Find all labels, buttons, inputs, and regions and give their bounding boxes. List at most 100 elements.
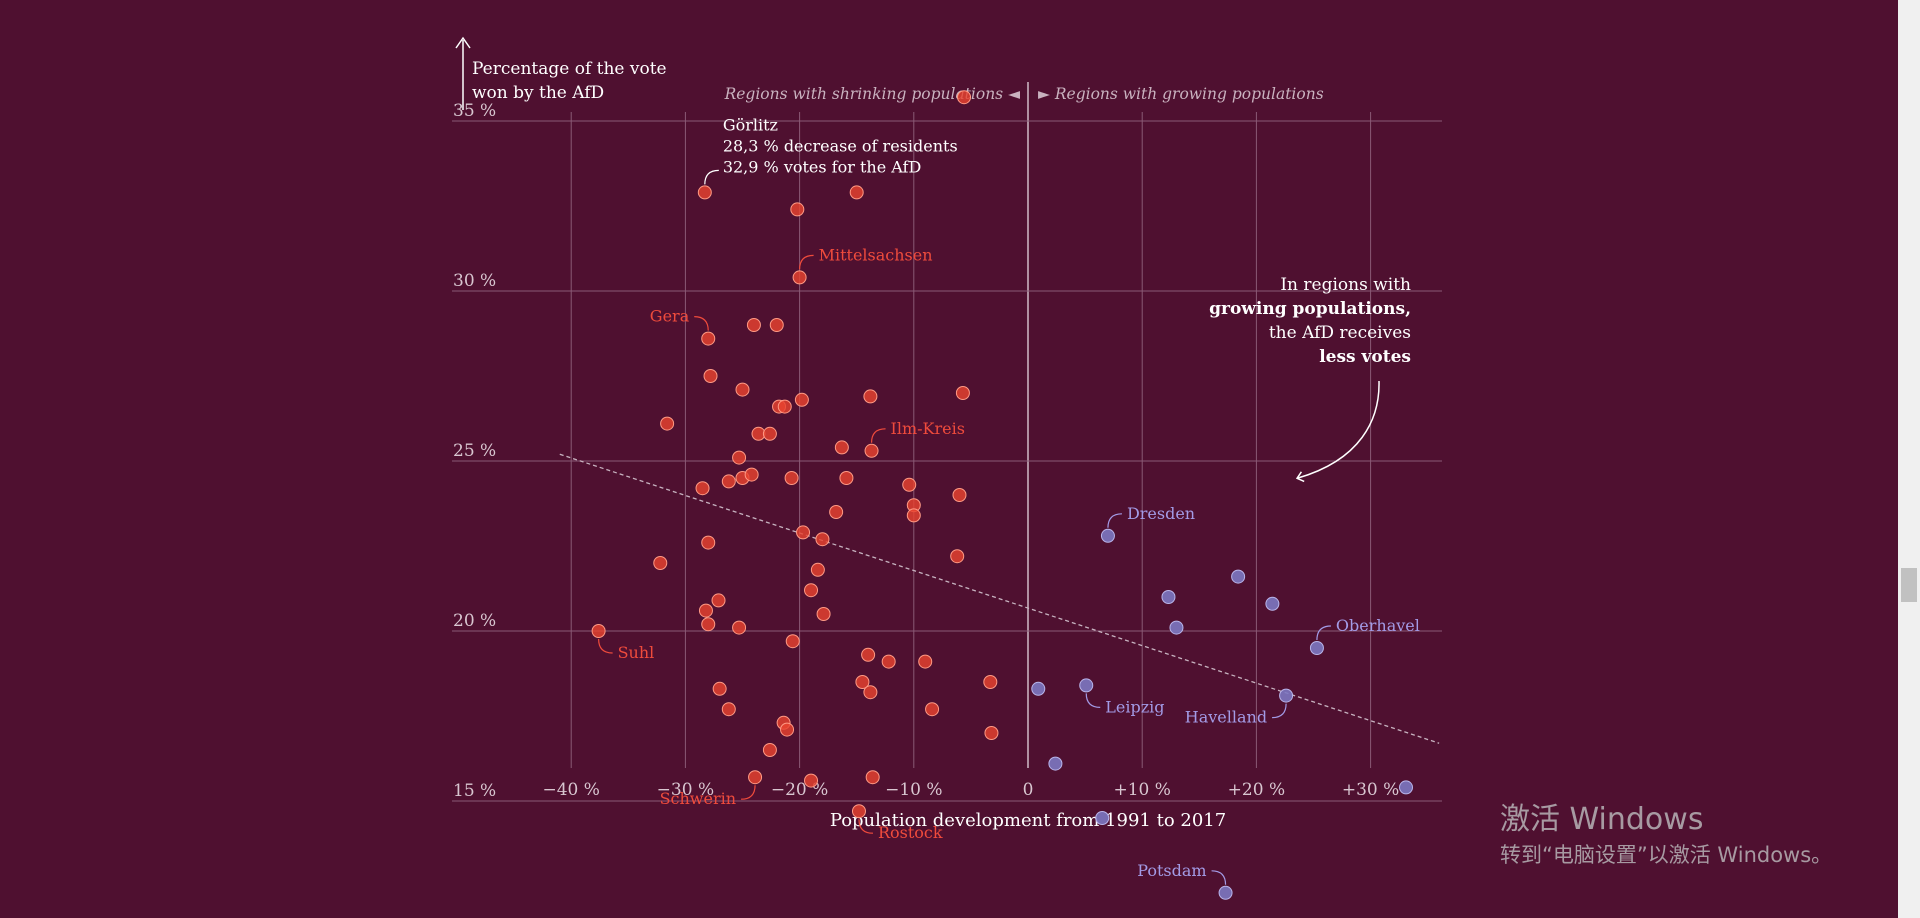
- growing-point: [1218, 885, 1233, 900]
- label-connector: [694, 316, 709, 331]
- shrinking-point: [785, 634, 800, 649]
- shrinking-point: [721, 702, 736, 717]
- shrinking-point: [701, 331, 716, 346]
- points-layer: [591, 90, 1414, 900]
- point-label-dresden: Dresden: [1127, 504, 1195, 523]
- shrinking-point: [957, 90, 972, 105]
- shrinking-point: [777, 399, 792, 414]
- shrinking-point: [815, 532, 830, 547]
- point-label-schwerin: Schwerin: [660, 789, 736, 808]
- y-axis-label-line2: won by the AfD: [472, 83, 604, 103]
- growing-point: [1100, 528, 1115, 543]
- shrinking-point: [735, 382, 750, 397]
- shrinking-point: [762, 743, 777, 757]
- shrinking-point: [849, 185, 864, 200]
- y-axis-label-group: Percentage of the vote won by the AfD: [455, 36, 667, 110]
- growing-point: [1161, 590, 1176, 604]
- growing-point: [1048, 756, 1063, 771]
- point-label-oberhavel: Oberhavel: [1336, 616, 1420, 635]
- goerlitz-annotation: Görlitz 28,3 % decrease of residents 32,…: [704, 115, 958, 185]
- shrinking-point: [748, 770, 763, 785]
- label-connector: [1107, 513, 1122, 528]
- shrinking-point: [834, 440, 849, 455]
- shrinking-point: [769, 318, 784, 332]
- growing-point: [1079, 678, 1094, 693]
- shrinking-point: [792, 270, 807, 285]
- shrinking-point: [983, 675, 998, 689]
- shrinking-point: [829, 505, 844, 519]
- shrinking-point: [863, 389, 878, 404]
- shrinking-point: [925, 702, 940, 717]
- shrinking-point: [744, 467, 759, 482]
- y-tick-label: 25 %: [453, 441, 496, 461]
- shrinking-point: [950, 549, 965, 564]
- shrinking-point: [796, 525, 811, 540]
- shrinking-point: [703, 369, 718, 383]
- y-axis-label-line1: Percentage of the vote: [472, 59, 667, 79]
- y-tick-label: 15 %: [453, 781, 496, 801]
- label-connector: [1316, 625, 1331, 641]
- shrinking-point: [712, 681, 727, 696]
- x-tick-label: −10 %: [885, 780, 942, 800]
- label-connector: [799, 254, 814, 270]
- region-left-label: Regions with shrinking populations ◄: [724, 85, 1020, 103]
- growing-point: [1279, 688, 1294, 703]
- shrinking-point: [762, 426, 777, 441]
- insight-line4: less votes: [1319, 347, 1411, 367]
- point-label-potsdam: Potsdam: [1137, 861, 1206, 880]
- point-label-leipzig: Leipzig: [1105, 697, 1164, 716]
- shrinking-point: [804, 583, 819, 598]
- point-label-mittelsachsen: Mittelsachsen: [819, 245, 933, 264]
- growing-point: [1095, 811, 1110, 825]
- shrinking-point: [732, 620, 747, 635]
- shrinking-point: [839, 471, 854, 485]
- watermark-subtitle: 转到“电脑设置”以激活 Windows。: [1500, 843, 1833, 867]
- grid-layer: −40 % −30 % −20 % −10 % 0 +10 % +20 % +30 % 35 %…: [452, 82, 1442, 802]
- label-connector: [1211, 870, 1227, 885]
- x-axis-label: Population development from 1991 to 2017: [830, 810, 1226, 831]
- y-axis-arrowhead: [455, 36, 471, 49]
- insight-line1: In regions with: [1280, 275, 1411, 295]
- watermark-title: 激活 Windows: [1500, 802, 1704, 837]
- goerlitz-connector: [704, 169, 719, 185]
- shrinking-point: [711, 593, 726, 608]
- growing-point: [1399, 780, 1414, 795]
- shrinking-point: [851, 804, 866, 819]
- scrollbar-thumb[interactable]: [1901, 568, 1917, 602]
- shrinking-point: [698, 603, 713, 618]
- shrinking-point: [732, 450, 747, 465]
- shrinking-point: [784, 471, 799, 485]
- label-connector: [1085, 693, 1101, 708]
- x-tick-label: +10 %: [1113, 780, 1170, 800]
- shrinking-point: [864, 443, 879, 458]
- shrinking-point: [660, 416, 675, 431]
- shrinking-point: [790, 202, 805, 217]
- label-connector: [858, 819, 873, 834]
- growing-point: [1231, 569, 1246, 584]
- shrinking-point: [810, 562, 825, 577]
- growing-point: [1265, 596, 1280, 611]
- trend-line: [559, 453, 1440, 744]
- shrinking-point: [804, 773, 819, 788]
- point-label-suhl: Suhl: [618, 643, 655, 662]
- vertical-scrollbar[interactable]: [1898, 0, 1920, 918]
- shrinking-point: [952, 488, 967, 502]
- shrinking-point: [863, 685, 878, 700]
- shrinking-point: [780, 722, 795, 737]
- insight-line2: growing populations,: [1209, 299, 1411, 319]
- x-tick-label: +30 %: [1342, 780, 1399, 800]
- shrinking-point: [816, 607, 831, 621]
- point-label-gera: Gera: [650, 307, 690, 326]
- shrinking-point: [902, 477, 917, 492]
- growing-point: [1309, 641, 1324, 655]
- growing-point: [1169, 620, 1184, 635]
- shrinking-point: [746, 318, 761, 332]
- shrinking-point: [794, 392, 809, 407]
- goerlitz-votes: 32,9 % votes for the AfD: [723, 157, 921, 176]
- shrinking-point: [697, 185, 712, 200]
- shrinking-point: [653, 556, 668, 570]
- goerlitz-decrease: 28,3 % decrease of residents: [723, 136, 958, 155]
- shrinking-point: [984, 726, 999, 740]
- y-tick-label: 35 %: [453, 101, 496, 121]
